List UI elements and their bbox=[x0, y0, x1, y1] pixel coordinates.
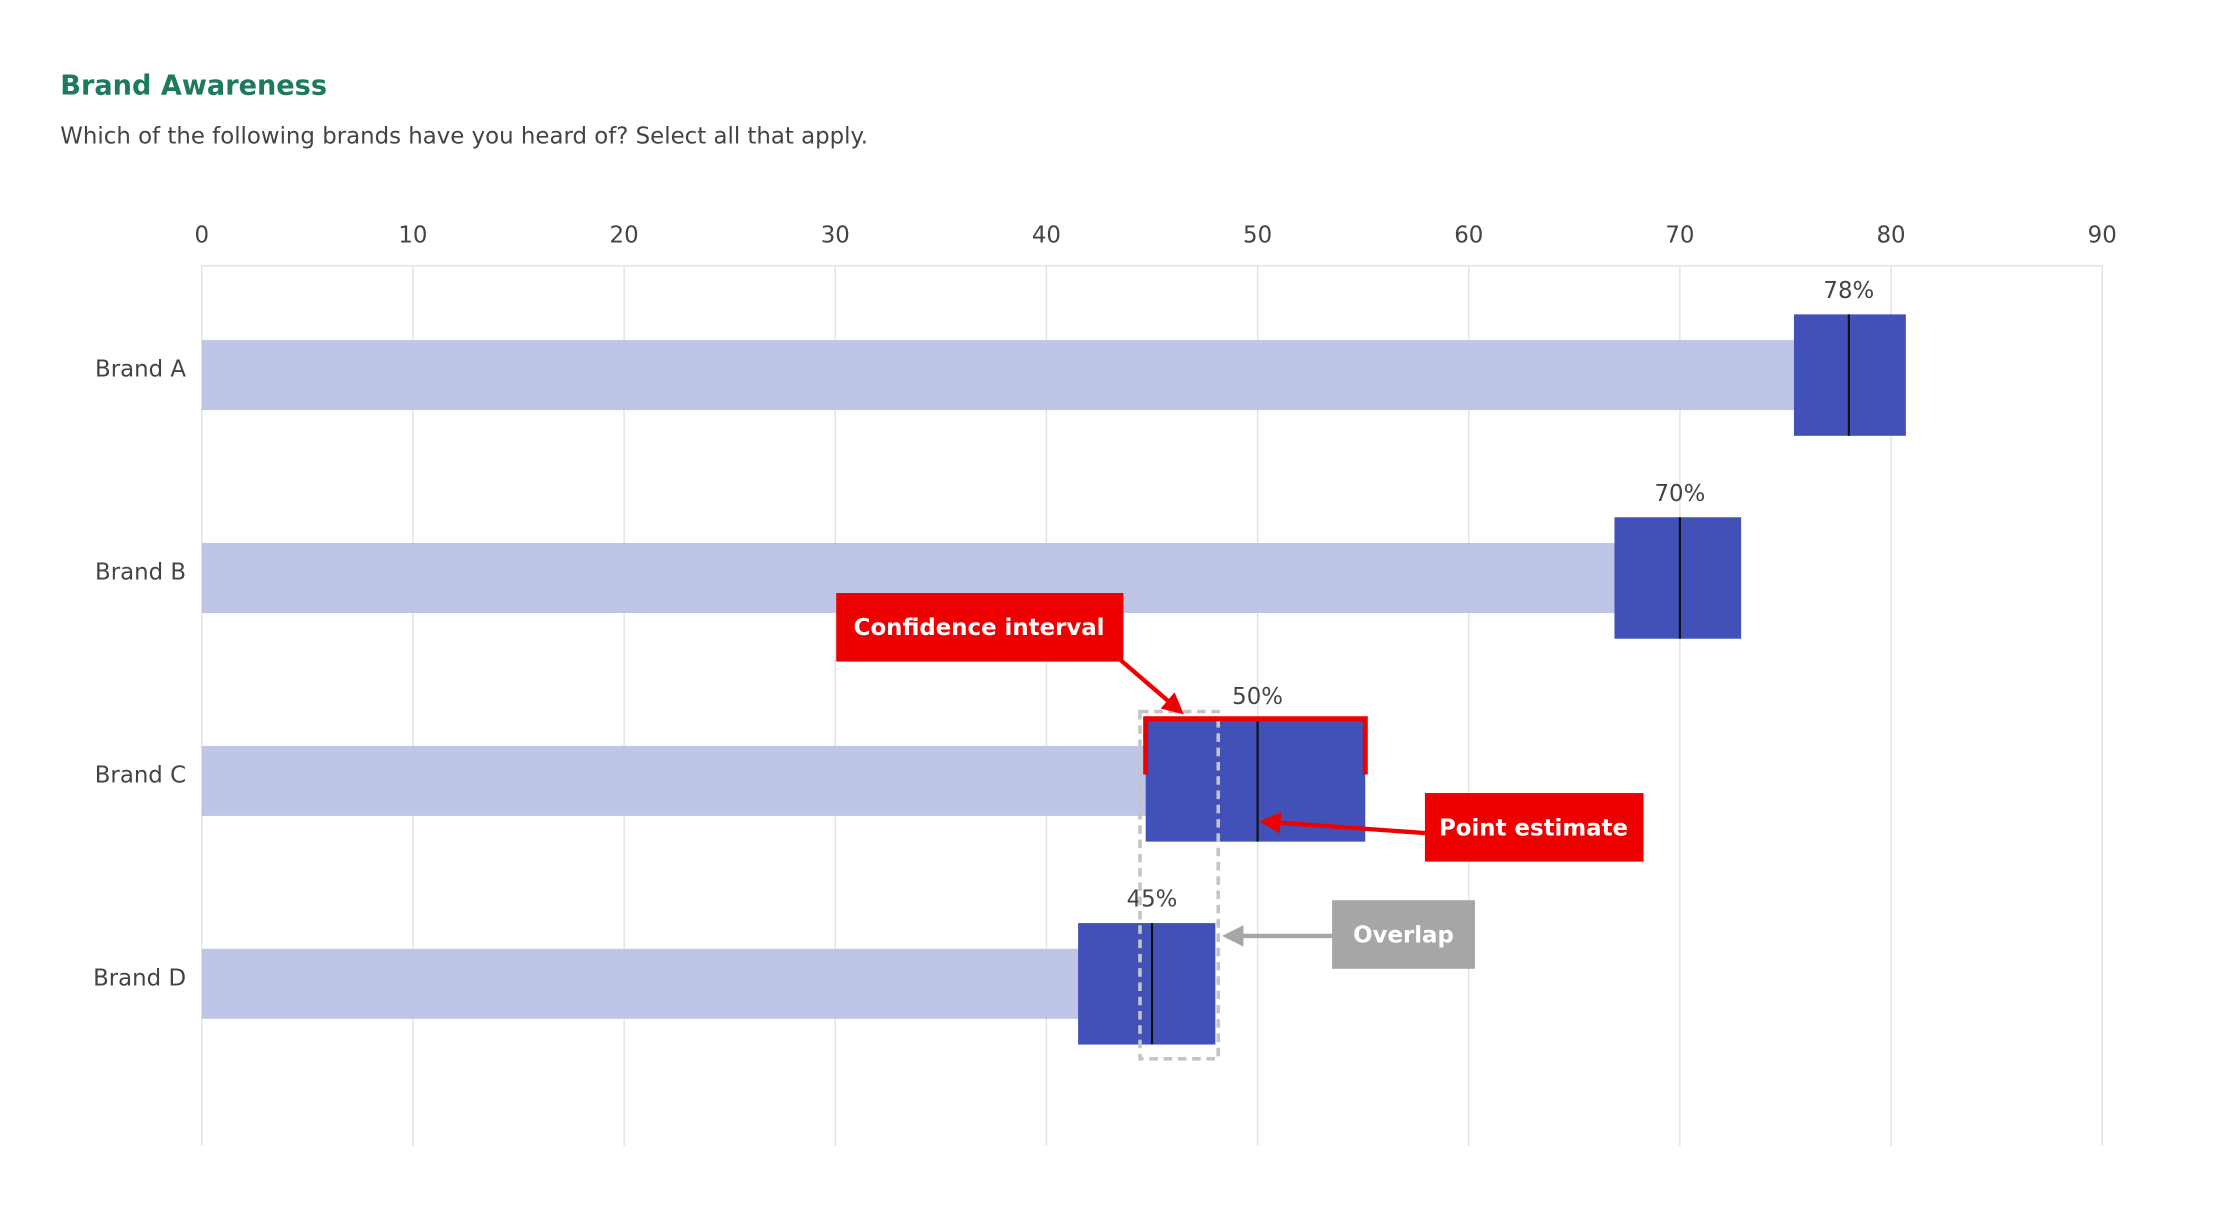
x-tick-label: 10 bbox=[398, 222, 427, 248]
ci-box bbox=[1078, 923, 1216, 1045]
ci-box bbox=[1145, 720, 1366, 842]
y-tick-label: Brand B bbox=[95, 559, 186, 585]
value-label: 70% bbox=[1655, 481, 1706, 507]
annotation: Overlap bbox=[1353, 922, 1454, 948]
value-label: 50% bbox=[1232, 684, 1283, 710]
bar bbox=[201, 745, 1258, 816]
ci-bracket bbox=[1143, 716, 1368, 775]
y-tick-label: Brand A bbox=[95, 357, 186, 383]
annotation-box bbox=[836, 592, 1124, 662]
x-tick-label: 90 bbox=[2088, 222, 2117, 248]
x-tick-label: 30 bbox=[821, 222, 850, 248]
chart-title: Brand Awareness bbox=[60, 71, 327, 102]
value-label: 78% bbox=[1823, 278, 1874, 304]
x-tick-label: 70 bbox=[1665, 222, 1694, 248]
annotation: Confidence interval bbox=[854, 615, 1105, 641]
bar bbox=[201, 948, 1153, 1019]
y-tick-label: Brand C bbox=[95, 762, 186, 788]
value-label: 45% bbox=[1127, 887, 1178, 913]
annotation: Point estimate bbox=[1439, 815, 1628, 841]
chart-subtitle: Which of the following brands have you h… bbox=[60, 124, 868, 150]
overlap-box bbox=[1138, 709, 1221, 1061]
annotation-box bbox=[1332, 900, 1475, 969]
x-tick-label: 80 bbox=[1877, 222, 1906, 248]
annotation-arrow bbox=[1259, 812, 1426, 836]
annotation-box bbox=[1424, 793, 1644, 862]
x-tick-label: 50 bbox=[1243, 222, 1272, 248]
annotation-arrow bbox=[1119, 658, 1184, 715]
bar bbox=[201, 340, 1849, 411]
x-tick-label: 40 bbox=[1032, 222, 1061, 248]
ci-box bbox=[1614, 517, 1742, 639]
x-tick-label: 0 bbox=[195, 222, 210, 248]
x-tick-label: 60 bbox=[1454, 222, 1483, 248]
x-tick-label: 20 bbox=[610, 222, 639, 248]
y-tick-label: Brand D bbox=[93, 965, 186, 991]
